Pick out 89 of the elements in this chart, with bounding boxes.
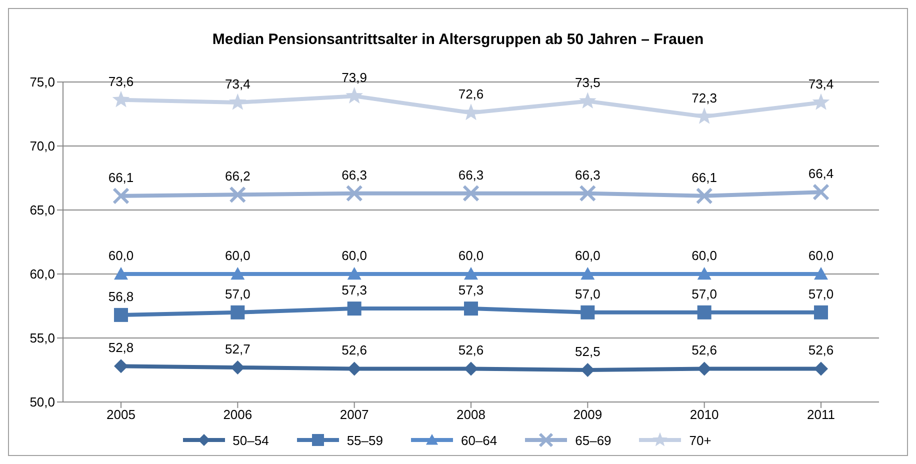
x-tick-label: 2007 [340,407,369,422]
data-label: 57,0 [225,286,250,302]
data-label: 52,6 [342,342,367,358]
data-label: 66,3 [458,167,484,182]
data-label: 73,4 [808,76,834,92]
data-label: 60,0 [225,248,250,263]
y-tick-label: 60,0 [30,266,55,282]
point [812,184,830,201]
y-tick-label: 70,0 [30,138,55,154]
legend-label: 60–64 [460,432,498,448]
legend-label: 65–69 [575,432,612,448]
data-label: 60,0 [692,248,717,263]
legend-label: 70+ [689,432,712,448]
point [462,104,480,120]
data-label: 66,1 [108,170,134,185]
x-tick-label: 2006 [223,407,252,422]
point [346,184,363,202]
data-label: 72,3 [692,90,717,106]
legend-label: 55–59 [346,432,383,448]
x-tick-label: 2008 [456,407,486,422]
point [464,302,478,316]
data-label: 57,0 [808,286,834,302]
point [230,267,245,280]
y-tick-label: 50,0 [30,394,55,410]
point [580,267,595,280]
data-label: 52,7 [225,341,250,356]
chart-title: Median Pensionsantrittsalter in Altersgruppen ab 50 Jahren – Frauen [211,31,705,48]
point [112,187,130,204]
data-label: 56,8 [108,288,134,304]
x-tick-label: 2011 [807,407,835,422]
y-tick-label: 65,0 [30,202,55,218]
point [464,267,478,280]
point [114,267,128,280]
point [697,267,712,280]
point [814,305,828,320]
data-label: 52,6 [458,342,484,358]
x-tick-label: 2010 [690,407,719,422]
data-label: 52,8 [108,340,134,356]
data-label: 66,3 [575,167,600,182]
y-tick-label: 75,0 [30,74,55,90]
data-label: 60,0 [342,248,367,263]
data-label: 52,6 [808,342,834,358]
data-label: 66,2 [225,168,250,184]
point [347,267,362,280]
point [580,363,595,377]
point [697,362,712,376]
point [114,359,128,374]
point [347,362,362,376]
point [230,305,245,320]
point [579,92,596,109]
point [464,362,478,376]
data-label: 52,6 [692,342,717,358]
point [580,305,595,320]
point [814,362,828,376]
point [814,267,828,280]
data-label: 73,4 [225,76,250,92]
point [697,305,712,320]
point [346,86,363,104]
point [812,93,830,110]
point [696,187,713,204]
data-label: 52,5 [575,344,600,359]
point [579,184,596,202]
data-label: 66,3 [342,167,367,182]
point [230,360,245,374]
point [114,308,128,322]
data-label: 57,3 [342,282,367,298]
data-label: 73,5 [575,75,600,90]
data-label: 60,0 [808,248,834,263]
data-label: 60,0 [458,248,484,263]
point [112,90,130,108]
point [229,186,246,204]
x-tick-label: 2005 [106,407,136,422]
y-tick-label: 55,0 [30,330,55,346]
legend-label: 50–54 [232,432,269,448]
data-label: 66,4 [808,166,834,182]
x-tick-label: 2009 [573,407,602,422]
data-label: 66,1 [692,170,717,185]
point [347,302,362,316]
data-label: 73,9 [342,70,367,86]
point [229,93,246,110]
point [696,107,713,124]
point [462,184,480,202]
data-label: 60,0 [575,248,600,263]
data-label: 57,0 [575,286,600,302]
data-label: 73,6 [108,74,134,89]
data-label: 72,6 [458,86,484,102]
data-label: 60,0 [108,248,134,263]
data-label: 57,3 [458,282,484,298]
data-label: 57,0 [692,286,717,302]
